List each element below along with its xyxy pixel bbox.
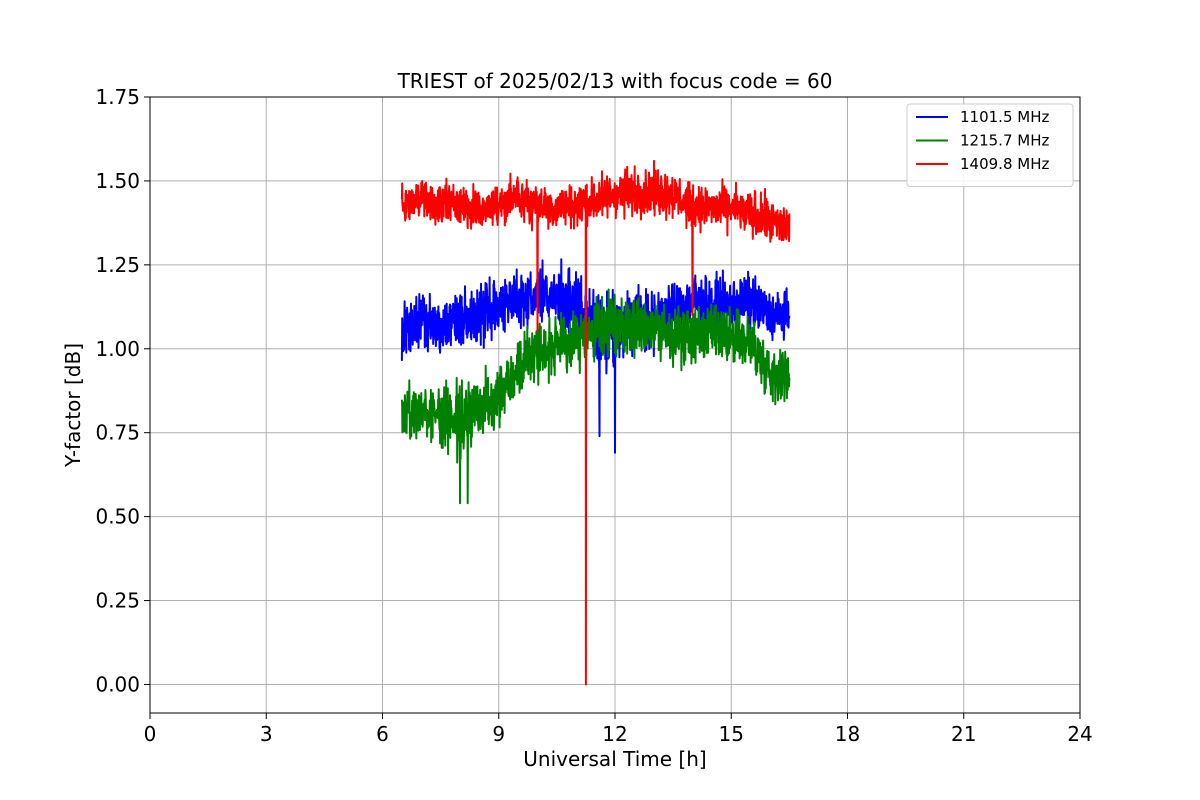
y-axis: 0.00 0.25 0.50 0.75 1.00 1.25 1.50 1.75 bbox=[95, 85, 150, 696]
y-tick-label: 0.50 bbox=[95, 505, 140, 529]
series-line-1 bbox=[400, 288, 791, 505]
y-tick-label: 1.25 bbox=[95, 253, 140, 277]
x-tick-label: 15 bbox=[719, 722, 744, 746]
y-tick-label: 1.50 bbox=[95, 169, 140, 193]
y-axis-label: Y-factor [dB] bbox=[61, 343, 85, 468]
legend-label: 1215.7 MHz bbox=[960, 132, 1049, 150]
x-tick-label: 6 bbox=[376, 722, 389, 746]
series-line-2 bbox=[400, 159, 791, 686]
legend-label: 1409.8 MHz bbox=[960, 155, 1049, 173]
x-axis-label: Universal Time [h] bbox=[523, 747, 706, 771]
x-tick-label: 18 bbox=[835, 722, 860, 746]
legend: 1101.5 MHz 1215.7 MHz 1409.8 MHz bbox=[906, 103, 1074, 187]
legend-label: 1101.5 MHz bbox=[960, 108, 1049, 126]
y-tick-label: 0.25 bbox=[95, 589, 140, 613]
x-tick-label: 3 bbox=[260, 722, 273, 746]
series-layer bbox=[400, 159, 791, 686]
y-tick-label: 0.00 bbox=[95, 672, 140, 696]
y-tick-label: 0.75 bbox=[95, 421, 140, 445]
x-axis: 0 3 6 9 12 15 18 21 24 bbox=[144, 713, 1093, 746]
x-tick-label: 12 bbox=[602, 722, 627, 746]
x-tick-label: 21 bbox=[951, 722, 976, 746]
y-tick-label: 1.00 bbox=[95, 337, 140, 361]
legend-box bbox=[906, 103, 1074, 187]
x-tick-label: 0 bbox=[144, 722, 157, 746]
y-tick-label: 1.75 bbox=[95, 85, 140, 109]
x-tick-label: 9 bbox=[492, 722, 505, 746]
x-tick-label: 24 bbox=[1067, 722, 1092, 746]
chart-title: TRIEST of 2025/02/13 with focus code = 6… bbox=[397, 69, 833, 93]
